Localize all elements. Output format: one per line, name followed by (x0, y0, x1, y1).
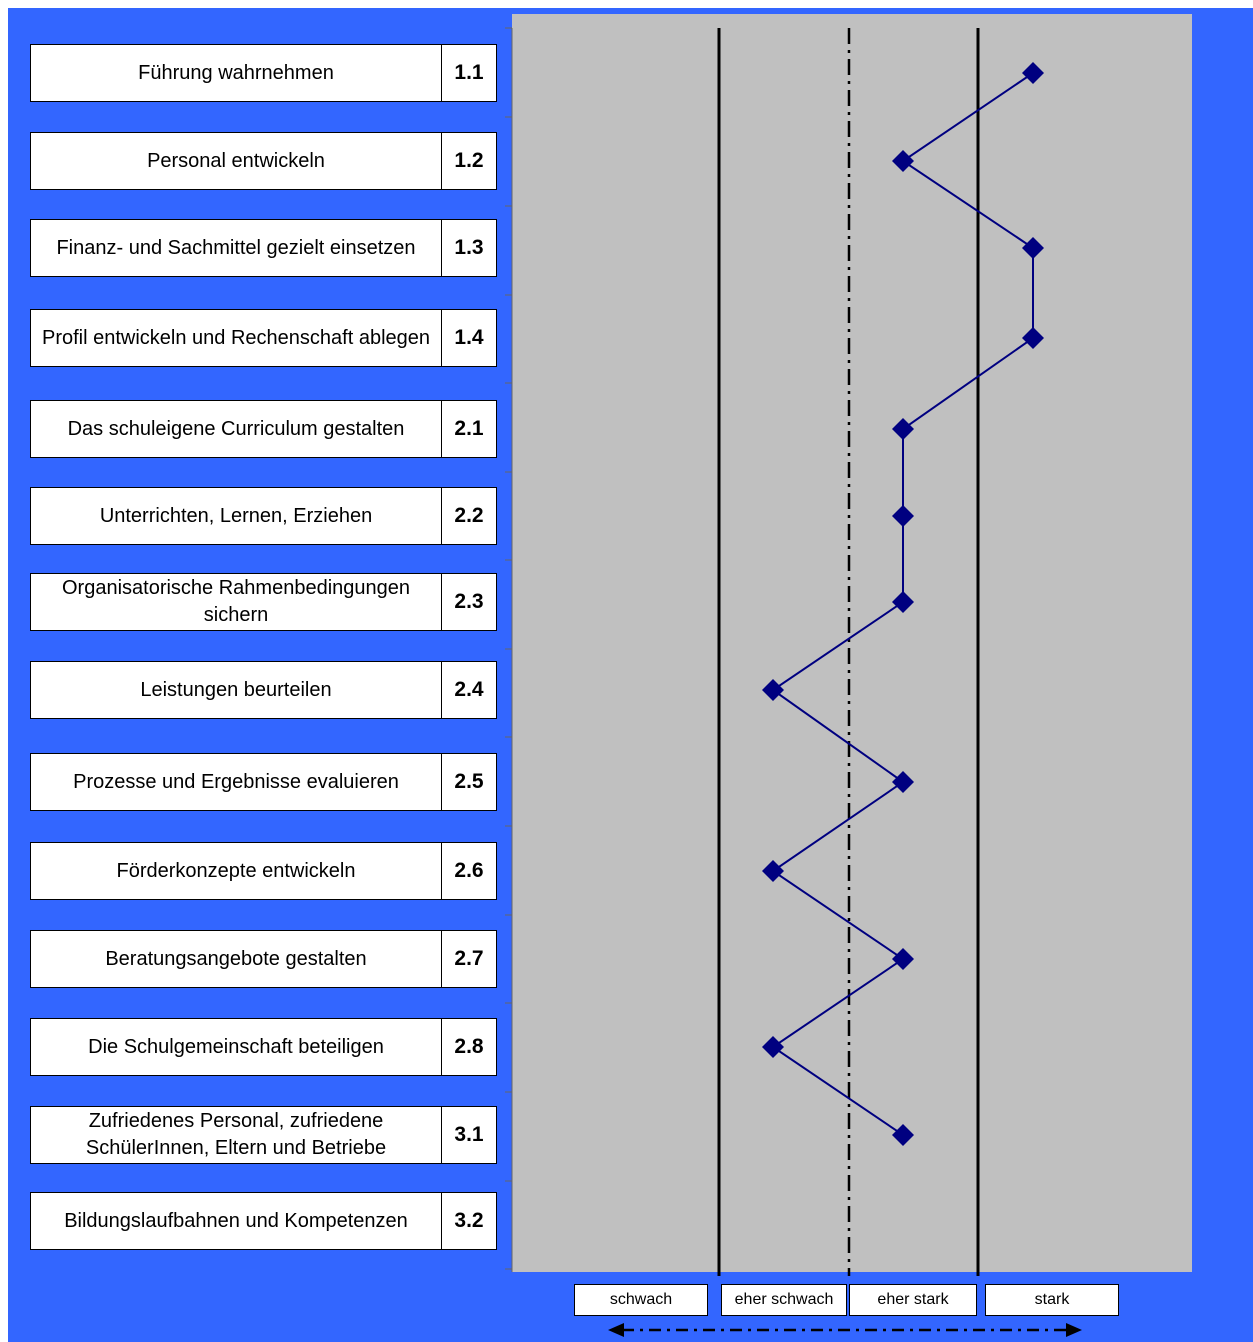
data-point (892, 1124, 914, 1146)
row-number: 2.6 (441, 842, 497, 900)
data-point (892, 418, 914, 440)
plot-area (512, 14, 1192, 1272)
data-point (762, 1036, 784, 1058)
data-point (762, 679, 784, 701)
row-number: 2.3 (441, 573, 497, 631)
row-number: 1.1 (441, 44, 497, 102)
data-point (1022, 237, 1044, 259)
data-point (1022, 327, 1044, 349)
row-number: 3.1 (441, 1106, 497, 1164)
scale-label: eher schwach (721, 1284, 847, 1316)
row-number: 2.8 (441, 1018, 497, 1076)
data-point (1022, 62, 1044, 84)
data-point (892, 150, 914, 172)
row-number: 1.3 (441, 219, 497, 277)
row-number: 2.4 (441, 661, 497, 719)
row-label: Die Schulgemeinschaft beteiligen (30, 1018, 442, 1076)
row-label: Unterrichten, Lernen, Erziehen (30, 487, 442, 545)
row-number: 2.5 (441, 753, 497, 811)
arrow-right-icon (1066, 1323, 1082, 1337)
row-number: 2.7 (441, 930, 497, 988)
scale-label: schwach (574, 1284, 708, 1316)
row-label: Beratungsangebote gestalten (30, 930, 442, 988)
row-label: Profil entwickeln und Rechenschaft ableg… (30, 309, 442, 367)
row-number: 1.2 (441, 132, 497, 190)
row-label: Personal entwickeln (30, 132, 442, 190)
row-number: 2.2 (441, 487, 497, 545)
row-label: Prozesse und Ergebnisse evaluieren (30, 753, 442, 811)
data-point (762, 860, 784, 882)
data-point (892, 948, 914, 970)
row-label: Führung wahrnehmen (30, 44, 442, 102)
row-label: Das schuleigene Curriculum gestalten (30, 400, 442, 458)
row-label: Zufriedenes Personal, zufriedene Schüler… (30, 1106, 442, 1164)
data-point (892, 591, 914, 613)
data-point (892, 505, 914, 527)
scale-label: eher stark (849, 1284, 977, 1316)
row-label: Leistungen beurteilen (30, 661, 442, 719)
row-number: 2.1 (441, 400, 497, 458)
row-label: Organisatorische Rahmenbedingungen siche… (30, 573, 442, 631)
row-number: 3.2 (441, 1192, 497, 1250)
scale-label: stark (985, 1284, 1119, 1316)
arrow-left-icon (608, 1323, 624, 1337)
row-number: 1.4 (441, 309, 497, 367)
row-label: Bildungslaufbahnen und Kompetenzen (30, 1192, 442, 1250)
data-point (892, 771, 914, 793)
row-label: Finanz- und Sachmittel gezielt einsetzen (30, 219, 442, 277)
